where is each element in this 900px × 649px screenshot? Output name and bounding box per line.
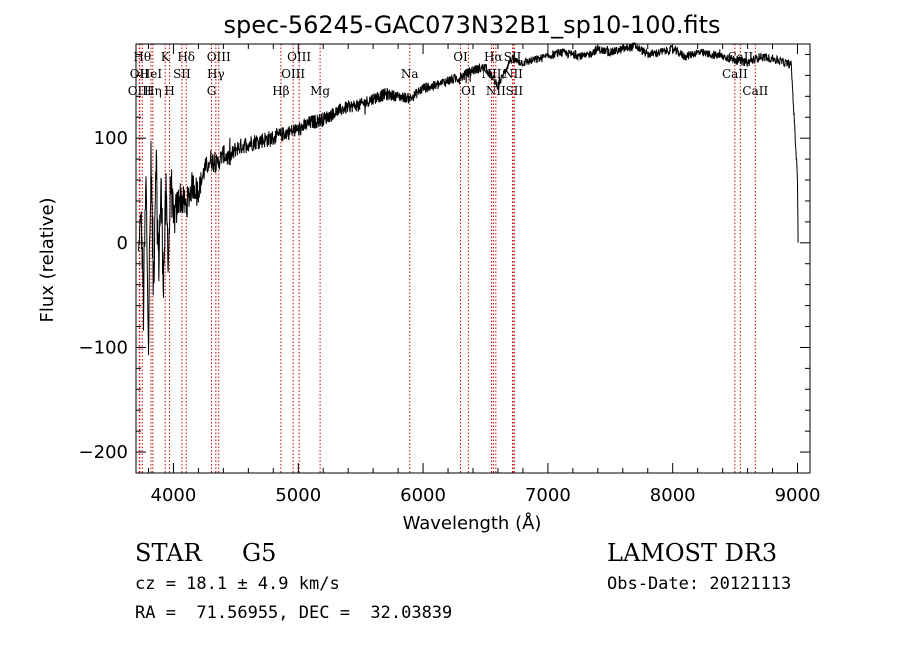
y-tick-label: 100 bbox=[94, 128, 128, 149]
spectral-line-markers bbox=[138, 44, 756, 473]
spectral-line-label: Hθ bbox=[133, 50, 151, 64]
spectral-line-label: CaII bbox=[742, 84, 768, 98]
spectral-line-label: OI bbox=[453, 50, 468, 64]
y-axis-ticks: −200 −100 0 100 bbox=[79, 53, 810, 463]
spectral-line-label: HeI bbox=[140, 67, 163, 81]
x-tick-label: 6000 bbox=[400, 485, 446, 506]
x-tick-label: 5000 bbox=[275, 485, 321, 506]
spectral-line-label: Hβ bbox=[272, 84, 289, 98]
x-tick-label: 9000 bbox=[775, 485, 821, 506]
spectral-line-label: Mg bbox=[310, 84, 330, 98]
survey-name: LAMOST DR3 bbox=[607, 539, 778, 567]
spectral-line-label: OIII bbox=[207, 50, 231, 64]
spectral-line-label: SII bbox=[505, 84, 523, 98]
spectral-line-label: OIII bbox=[287, 50, 311, 64]
plot-frame bbox=[135, 43, 811, 474]
flux-line bbox=[138, 42, 799, 356]
spectral-line-label: NII bbox=[481, 67, 501, 81]
spectral-line-label: G bbox=[207, 84, 217, 98]
y-tick-label: −200 bbox=[79, 442, 128, 463]
x-tick-label: 7000 bbox=[525, 485, 571, 506]
axes bbox=[135, 43, 811, 474]
spectral-line-label: K bbox=[161, 50, 171, 64]
coordinates: RA = 71.56955, DEC = 32.03839 bbox=[135, 603, 453, 623]
spectral-line-label: CaII bbox=[727, 50, 753, 64]
redshift-velocity: cz = 18.1 ± 4.9 km/s bbox=[135, 574, 340, 594]
spectral-line-label: Hη bbox=[144, 84, 162, 98]
spectral-line-label: SII bbox=[504, 50, 522, 64]
spectral-line-label: Na bbox=[401, 67, 419, 81]
x-axis-label: Wavelength (Å) bbox=[403, 512, 542, 534]
y-tick-label: −100 bbox=[79, 337, 128, 358]
spectrum-series bbox=[138, 42, 799, 356]
y-axis-label: Flux (relative) bbox=[37, 197, 58, 322]
spectral-line-label: OIII bbox=[128, 84, 152, 98]
object-class: STAR bbox=[135, 539, 202, 567]
spectral-line-label: H bbox=[164, 84, 174, 98]
y-tick-label: 0 bbox=[117, 233, 128, 254]
spectral-line-label: OII bbox=[130, 67, 150, 81]
object-subclass: G5 bbox=[242, 539, 277, 567]
x-axis-ticks: 4000 5000 6000 7000 8000 9000 bbox=[147, 44, 821, 506]
spectral-line-label: CaII bbox=[722, 67, 748, 81]
spectral-line-label: Hδ bbox=[177, 50, 195, 64]
spectral-line-label: NII bbox=[486, 84, 506, 98]
x-tick-label: 8000 bbox=[650, 485, 696, 506]
spectral-line-label: Hγ bbox=[207, 67, 225, 81]
spectral-line-label: Hα bbox=[484, 50, 503, 64]
observation-date: Obs-Date: 20121113 bbox=[607, 574, 792, 594]
x-tick-label: 4000 bbox=[151, 485, 197, 506]
chart-title: spec-56245-GAC073N32B1_sp10-100.fits bbox=[223, 11, 720, 39]
spectral-line-label: NII bbox=[503, 67, 523, 81]
spectral-line-label: OI bbox=[461, 84, 476, 98]
spectral-line-label: OIII bbox=[281, 67, 305, 81]
spectral-line-label: SII bbox=[173, 67, 191, 81]
